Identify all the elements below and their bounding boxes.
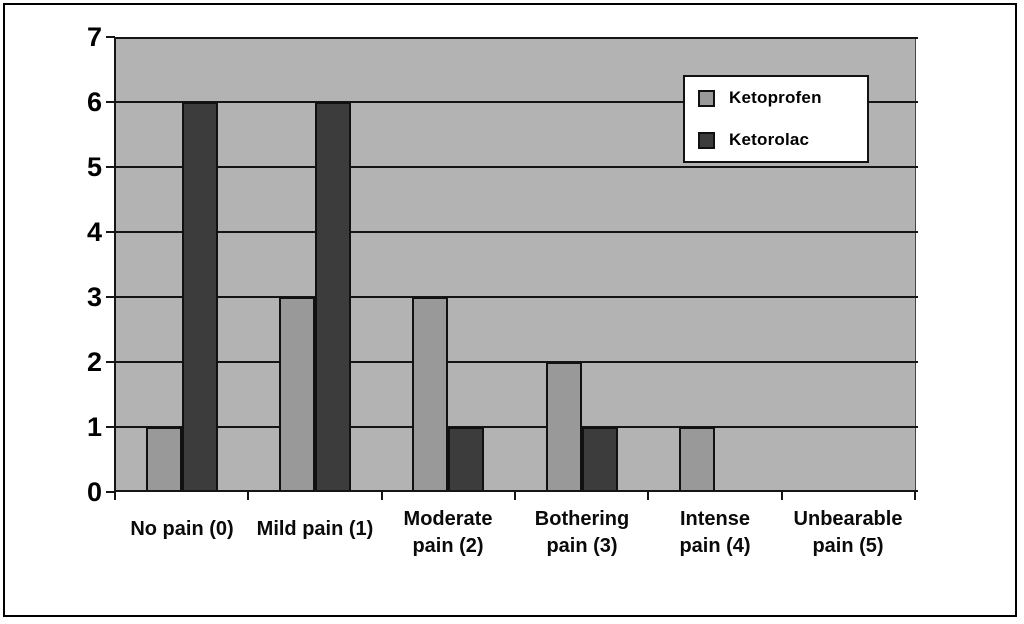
legend-label-ketorolac: Ketorolac <box>729 130 810 149</box>
x-axis-label-2: Moderate pain (2) <box>403 508 493 557</box>
y-axis-label-1: 1 <box>86 412 102 442</box>
gridline-3 <box>115 296 918 298</box>
y-tick-0 <box>106 491 115 493</box>
ketorolac-swatch-icon <box>698 131 715 149</box>
y-tick-4 <box>106 231 115 233</box>
x-axis-label-0: No pain (0) <box>130 518 234 540</box>
legend-item-ketorolac: Ketorolac <box>698 130 867 150</box>
x-axis-label-1: Mild pain (1) <box>256 518 374 540</box>
y-tick-5 <box>106 166 115 168</box>
bar-ketoprofen-3 <box>546 362 582 492</box>
x-axis-line <box>114 490 918 492</box>
y-axis-label-3: 3 <box>86 282 102 312</box>
gridline-5 <box>115 166 918 168</box>
x-tick-3 <box>514 492 516 500</box>
y-axis-label-0: 0 <box>86 477 102 507</box>
y-tick-1 <box>106 426 115 428</box>
bar-ketoprofen-0 <box>146 427 182 492</box>
bar-ketorolac-0 <box>182 102 218 492</box>
y-tick-6 <box>106 101 115 103</box>
y-axis-label-5: 5 <box>86 152 102 182</box>
x-axis-label-4: Intense pain (4) <box>679 508 751 557</box>
y-axis-label-4: 4 <box>86 217 102 247</box>
x-tick-4 <box>647 492 649 500</box>
x-axis-label-5: Unbearable pain (5) <box>793 508 903 557</box>
bar-ketorolac-3 <box>582 427 618 492</box>
x-tick-6 <box>914 492 916 500</box>
y-axis-label-2: 2 <box>86 347 102 377</box>
y-tick-3 <box>106 296 115 298</box>
gridline-7 <box>115 37 918 39</box>
gridline-2 <box>115 361 918 363</box>
gridline-1 <box>115 426 918 428</box>
gridline-6 <box>115 101 918 103</box>
bar-ketorolac-1 <box>315 102 351 492</box>
ketoprofen-swatch-icon <box>698 89 715 107</box>
x-tick-1 <box>247 492 249 500</box>
plot-area: Ketoprofen Ketorolac <box>115 37 918 492</box>
legend-item-ketoprofen: Ketoprofen <box>698 88 867 108</box>
y-tick-7 <box>106 36 115 38</box>
legend: Ketoprofen Ketorolac <box>683 75 869 163</box>
bar-ketoprofen-4 <box>679 427 715 492</box>
bar-ketoprofen-2 <box>412 297 448 492</box>
y-axis-label-6: 6 <box>86 87 102 117</box>
y-axis-label-7: 7 <box>86 22 102 52</box>
x-tick-2 <box>381 492 383 500</box>
bar-ketorolac-2 <box>448 427 484 492</box>
y-axis-line <box>114 37 116 497</box>
gridline-4 <box>115 231 918 233</box>
bar-ketoprofen-1 <box>279 297 315 492</box>
x-tick-0 <box>114 492 116 500</box>
x-tick-5 <box>781 492 783 500</box>
legend-label-ketoprofen: Ketoprofen <box>729 88 822 107</box>
x-axis-label-3: Bothering pain (3) <box>534 508 630 557</box>
y-tick-2 <box>106 361 115 363</box>
